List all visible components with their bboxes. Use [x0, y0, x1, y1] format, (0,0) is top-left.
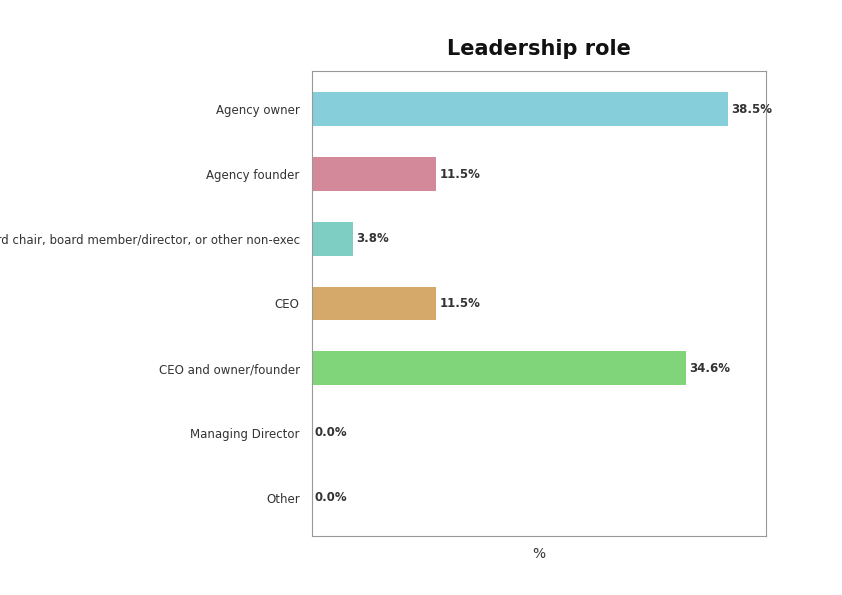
Text: 0.0%: 0.0%	[315, 427, 348, 439]
Bar	[312, 351, 686, 385]
Title: Leadership role: Leadership role	[447, 39, 631, 59]
Text: 11.5%: 11.5%	[440, 297, 480, 310]
Text: 0.0%: 0.0%	[315, 491, 348, 504]
Text: 34.6%: 34.6%	[690, 362, 730, 375]
Bar	[312, 157, 436, 191]
Text: 38.5%: 38.5%	[732, 103, 773, 116]
Text: 3.8%: 3.8%	[356, 232, 389, 245]
X-axis label: %: %	[532, 547, 546, 560]
Text: 11.5%: 11.5%	[440, 168, 480, 180]
Bar	[312, 287, 436, 320]
Bar	[312, 222, 353, 256]
Bar	[312, 92, 728, 126]
